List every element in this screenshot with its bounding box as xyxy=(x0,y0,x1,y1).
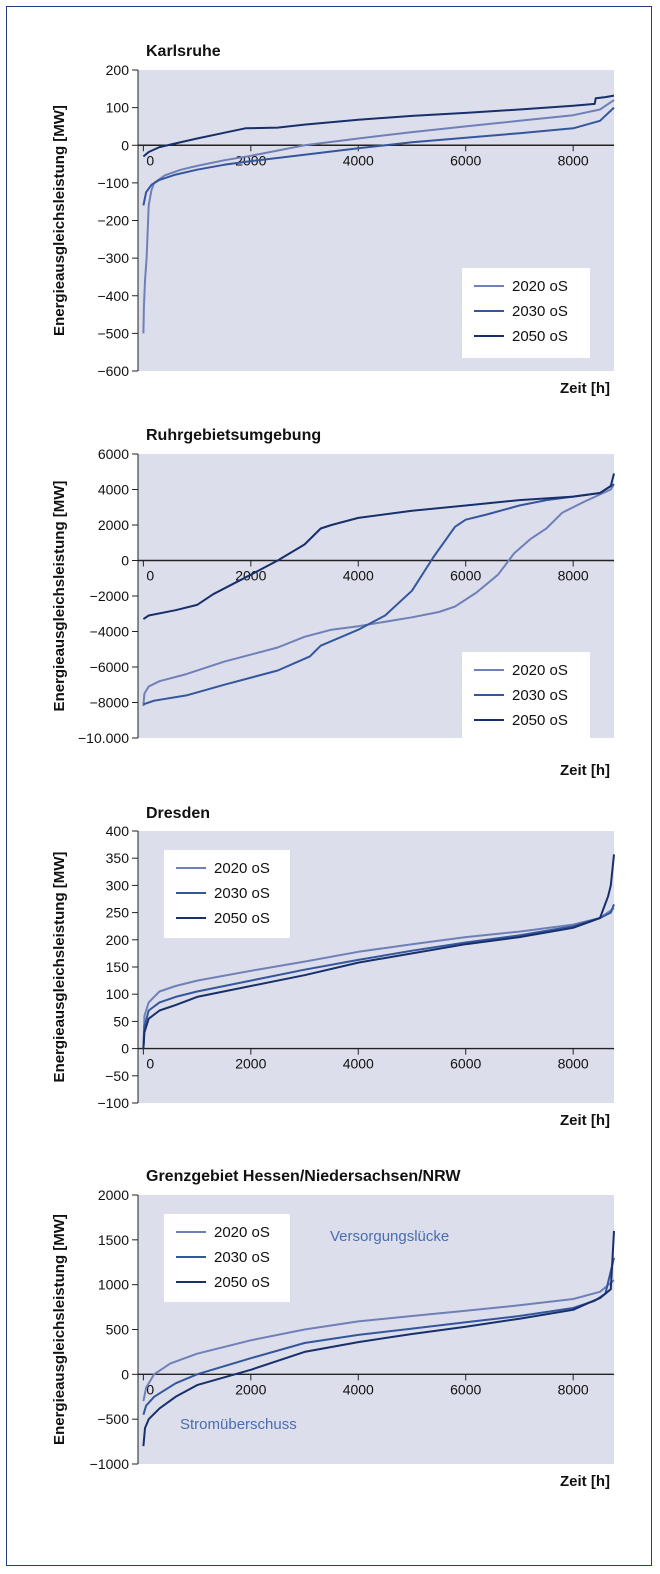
y-tick-label: −50 xyxy=(105,1068,129,1084)
y-tick-label: −2000 xyxy=(90,588,130,604)
y-tick-label: 150 xyxy=(106,959,130,975)
y-tick-label: 100 xyxy=(106,100,130,116)
legend: 2020 oS 2030 oS 2050 oS xyxy=(164,850,290,938)
x-tick-label: 2000 xyxy=(235,1056,266,1072)
y-tick-label: −500 xyxy=(97,1411,129,1427)
legend-label: 2050 oS xyxy=(512,328,568,345)
y-tick-label: −500 xyxy=(97,325,129,341)
legend-label: 2050 oS xyxy=(214,1274,270,1291)
y-tick-label: 200 xyxy=(106,932,130,948)
y-tick-label: 0 xyxy=(121,1366,129,1382)
legend: 2020 oS 2030 oS 2050 oS xyxy=(462,652,590,742)
legend-label: 2050 oS xyxy=(512,712,568,729)
y-tick-label: −4000 xyxy=(90,624,130,640)
series-line-2020-oS xyxy=(142,99,615,334)
legend-label: 2030 oS xyxy=(512,303,568,320)
x-tick-label: 4000 xyxy=(343,152,374,168)
chart-title: Grenzgebiet Hessen/Niedersachsen/NRW xyxy=(146,1168,461,1185)
x-tick-label: 6000 xyxy=(450,568,481,584)
x-axis-label: Zeit [h] xyxy=(560,1112,610,1129)
x-tick-label: 2000 xyxy=(235,1381,266,1397)
y-tick-label: 2000 xyxy=(98,1187,129,1203)
legend: 2020 oS 2030 oS 2050 oS xyxy=(462,268,590,358)
y-tick-label: 4000 xyxy=(98,482,129,498)
legend-label: 2020 oS xyxy=(214,860,270,877)
x-tick-label: 4000 xyxy=(343,1056,374,1072)
y-tick-label: −6000 xyxy=(90,659,130,675)
x-tick-label: 6000 xyxy=(450,1056,481,1072)
legend-label: 2030 oS xyxy=(214,1249,270,1266)
series-line-2050-oS xyxy=(142,473,615,620)
x-tick-label: 6000 xyxy=(450,152,481,168)
y-tick-label: 50 xyxy=(113,1013,129,1029)
chart-panel: Ruhrgebietsumgebung 6000 4000 2000 0 −2000 −40… xyxy=(51,427,615,779)
x-axis-label: Zeit [h] xyxy=(560,1473,610,1490)
y-tick-label: −200 xyxy=(97,213,129,229)
annotation-power-surplus: Stromüberschuss xyxy=(180,1416,297,1433)
y-axis-label: Energieausgleichsleistung [MW] xyxy=(51,481,68,712)
x-tick-label: 8000 xyxy=(558,1381,589,1397)
y-tick-label: 0 xyxy=(121,137,129,153)
x-tick-label: 0 xyxy=(146,568,154,584)
y-tick-label: 400 xyxy=(106,823,130,839)
y-tick-label: 200 xyxy=(106,62,130,78)
series-line-2020-oS xyxy=(142,483,615,707)
y-tick-label: −8000 xyxy=(90,695,130,711)
chart-panel: Dresden 400 350 300 250 200 150 100 50 0 −50 −100 0 2… xyxy=(51,805,615,1129)
y-tick-label: 6000 xyxy=(98,446,129,462)
x-tick-label: 4000 xyxy=(343,568,374,584)
x-tick-label: 0 xyxy=(146,152,154,168)
y-tick-label: 100 xyxy=(106,986,130,1002)
x-tick-label: 8000 xyxy=(558,1056,589,1072)
series-line-2020-oS xyxy=(142,1279,615,1402)
y-tick-label: −300 xyxy=(97,250,129,266)
legend-label: 2020 oS xyxy=(512,278,568,295)
legend-label: 2020 oS xyxy=(512,662,568,679)
x-tick-label: 0 xyxy=(146,1381,154,1397)
y-tick-label: −10.000 xyxy=(78,730,129,746)
x-axis-label: Zeit [h] xyxy=(560,380,610,397)
y-tick-label: −600 xyxy=(97,363,129,379)
y-axis-label: Energieausgleichsleistung [MW] xyxy=(51,105,68,336)
y-tick-label: 2000 xyxy=(98,517,129,533)
y-tick-label: −400 xyxy=(97,288,129,304)
legend-label: 2030 oS xyxy=(214,885,270,902)
y-tick-label: 500 xyxy=(106,1322,130,1338)
y-tick-label: 0 xyxy=(121,1041,129,1057)
chart-panel: Karlsruhe 200 100 0 −100 −200 −300 −400 −500 −600… xyxy=(51,43,615,397)
y-tick-label: 1500 xyxy=(98,1232,129,1248)
y-tick-label: 250 xyxy=(106,905,130,921)
x-tick-label: 0 xyxy=(146,1056,154,1072)
x-axis-label: Zeit [h] xyxy=(560,762,610,779)
y-axis-label: Energieausgleichsleistung [MW] xyxy=(51,1214,68,1445)
chart-title: Ruhrgebietsumgebung xyxy=(146,427,321,444)
chart-title: Dresden xyxy=(146,805,210,822)
chart-panel: Grenzgebiet Hessen/Niedersachsen/NRW 2000… xyxy=(51,1168,615,1490)
series-line-2030-oS xyxy=(143,483,615,706)
x-tick-label: 8000 xyxy=(558,152,589,168)
legend: 2020 oS 2030 oS 2050 oS xyxy=(164,1214,290,1302)
x-tick-label: 6000 xyxy=(450,1381,481,1397)
y-tick-label: −100 xyxy=(97,175,129,191)
y-tick-label: 0 xyxy=(121,553,129,569)
legend-label: 2050 oS xyxy=(214,910,270,927)
legend-label: 2020 oS xyxy=(214,1224,270,1241)
y-tick-label: 1000 xyxy=(98,1277,129,1293)
y-axis-label: Energieausgleichsleistung [MW] xyxy=(51,852,68,1083)
series-line-2030-oS xyxy=(142,106,615,206)
series-line-2050-oS xyxy=(142,1230,615,1447)
series-line-2020-oS xyxy=(142,907,615,1049)
y-tick-label: −1000 xyxy=(90,1456,130,1472)
x-tick-label: 4000 xyxy=(343,1381,374,1397)
y-tick-label: −100 xyxy=(97,1095,129,1111)
x-tick-label: 8000 xyxy=(558,568,589,584)
annotation-supply-gap: Versorgungslücke xyxy=(330,1228,449,1245)
chart-title: Karlsruhe xyxy=(146,43,221,60)
legend-label: 2030 oS xyxy=(512,687,568,704)
series-line-2050-oS xyxy=(142,854,615,1049)
y-tick-label: 300 xyxy=(106,877,130,893)
series-line-2050-oS xyxy=(142,94,615,158)
y-tick-label: 350 xyxy=(106,850,130,866)
